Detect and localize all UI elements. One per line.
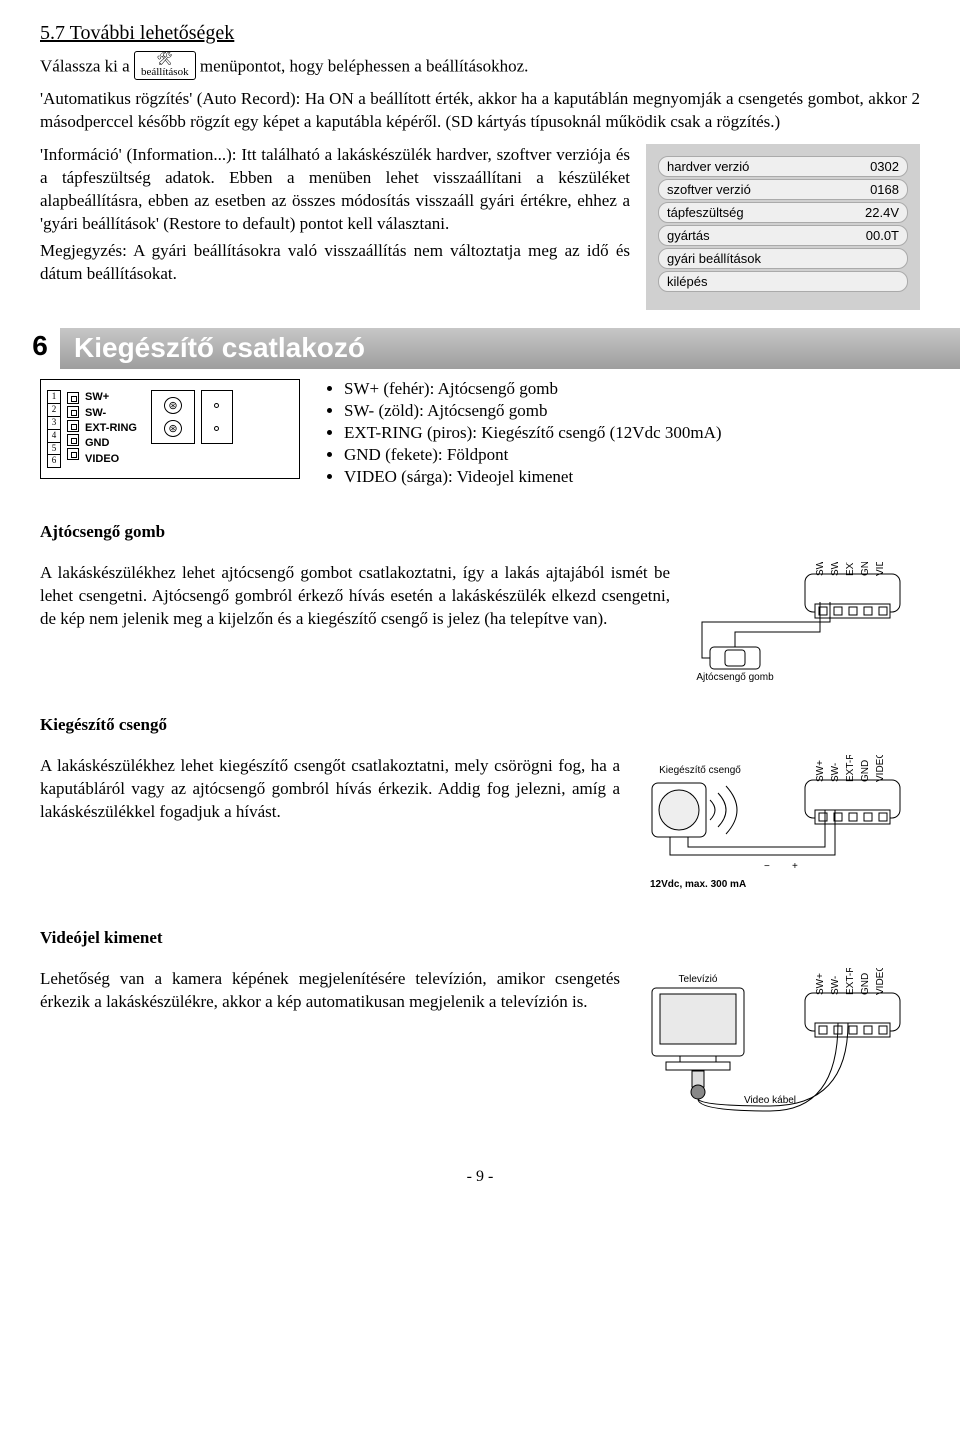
info-row: szoftver verzió 0168 [658, 179, 908, 200]
svg-text:SW+: SW+ [815, 562, 826, 576]
svg-text:SW-: SW- [830, 763, 841, 782]
info-row-label: gyártás [667, 228, 710, 243]
svg-text:GND: GND [860, 760, 871, 782]
information-text-block: 'Információ' (Information...): Itt talál… [40, 144, 630, 290]
connector-diagram: 123456 SW+SW-EXT-RINGGNDVIDEO ⊛ ⊛ [40, 379, 300, 479]
terminal-number: 2 [48, 403, 60, 416]
info-row: tápfeszültség 22.4V [658, 202, 908, 223]
terminal-number: 4 [48, 429, 60, 442]
video-text: Lehetőség van a kamera képének megjelení… [40, 968, 620, 1014]
doorbell-caption: Ajtócsengő gomb [696, 672, 774, 682]
connector-bullet: VIDEO (sárga): Videojel kimenet [344, 467, 722, 487]
page-number: - 9 - [40, 1166, 920, 1188]
information-paragraph: 'Információ' (Information...): Itt talál… [40, 144, 630, 236]
auto-record-text: 'Automatikus rögzítés' (Auto Record): Ha… [40, 88, 920, 134]
plus-label: + [792, 861, 798, 872]
signal-label: SW+ [85, 390, 137, 405]
connector-hole-icon: ⊛ [164, 397, 182, 414]
connector-bullet: GND (fekete): Földpont [344, 445, 722, 465]
settings-menu-icon-label: beállítások [141, 66, 189, 78]
info-row-single: kilépés [658, 271, 908, 292]
info-row: gyártás 00.0T [658, 225, 908, 246]
terminal-square [67, 420, 79, 432]
terminal-square [67, 448, 79, 460]
svg-text:EXT-RING: EXT-RING [845, 562, 856, 576]
doorbell-diagram: SW+ SW- EXT-RING GND VIDEO Ajtócsengő gomb [690, 562, 920, 682]
settings-menu-icon: 🛠 beállítások [134, 51, 196, 80]
information-note: Megjegyzés: A gyári beállításokra való v… [40, 240, 630, 286]
svg-text:GND: GND [860, 973, 871, 995]
terminal-number: 3 [48, 416, 60, 429]
signal-label: EXT-RING [85, 421, 137, 436]
cable-caption: Video kábel [744, 1095, 796, 1106]
svg-text:EXT-RING: EXT-RING [845, 968, 856, 995]
square-column [67, 390, 79, 462]
doorbell-title: Ajtócsengő gomb [40, 521, 920, 544]
connector-hole-icon: ⊛ [164, 420, 182, 437]
wrench-icon: 🛠 [157, 51, 174, 66]
info-row-label: szoftver verzió [667, 182, 751, 197]
info-row-value: 00.0T [866, 228, 899, 243]
svg-text:SW-: SW- [830, 976, 841, 995]
terminal-square [67, 434, 79, 446]
aux-connector-2 [201, 390, 233, 444]
svg-text:VIDEO: VIDEO [875, 755, 886, 782]
connector-bullet-list: SW+ (fehér): Ajtócsengő gombSW- (zöld): … [320, 379, 722, 489]
extbell-title: Kiegészítő csengő [40, 714, 920, 737]
section-6-title: Kiegészítő csatlakozó [60, 328, 960, 369]
section-5-7-heading: 5.7 További lehetőségek [40, 20, 920, 47]
pin-icon [214, 426, 219, 431]
svg-text:SW+: SW+ [815, 973, 826, 995]
intro-line: Válassza ki a 🛠 beállítások menüpontot, … [40, 53, 920, 82]
info-screen: hardver verzió 0302 szoftver verzió 0168 táp… [646, 144, 920, 310]
intro-post: menüpontot, hogy beléphessen a beállítás… [200, 57, 529, 76]
info-row-label: tápfeszültség [667, 205, 744, 220]
video-block: Videójel kimenet Lehetőség van a kamera … [40, 927, 920, 1118]
terminal-square [67, 392, 79, 404]
terminal-number: 5 [48, 442, 60, 455]
svg-text:VIDEO: VIDEO [875, 968, 886, 995]
signal-label: GND [85, 436, 137, 451]
extbell-block: Kiegészítő csengő A lakáskészülékhez leh… [40, 714, 920, 895]
info-row-value: 0302 [870, 159, 899, 174]
minus-label: − [764, 861, 770, 872]
section-6-number: 6 [20, 328, 60, 369]
info-row: hardver verzió 0302 [658, 156, 908, 177]
signal-label: SW- [85, 406, 137, 421]
terminal-number: 6 [48, 454, 60, 467]
video-diagram: SW+ SW- EXT-RING GND VIDEO Televízió Video k… [640, 968, 920, 1118]
signal-labels: SW+SW-EXT-RINGGNDVIDEO [85, 390, 137, 467]
extbell-caption: Kiegészítő csengő [659, 765, 741, 776]
intro-pre: Válassza ki a [40, 57, 134, 76]
info-row-value: 22.4V [865, 205, 899, 220]
section-5-7: 5.7 További lehetőségek Válassza ki a 🛠 … [40, 20, 920, 310]
doorbell-text: A lakáskészülékhez lehet ajtócsengő gomb… [40, 562, 670, 631]
info-row-label: hardver verzió [667, 159, 749, 174]
signal-label: VIDEO [85, 452, 137, 467]
doorbell-block: Ajtócsengő gomb A lakáskészülékhez lehet… [40, 521, 920, 682]
terminal-square [67, 406, 79, 418]
extbell-power: 12Vdc, max. 300 mA [650, 879, 746, 890]
connector-bullet: EXT-RING (piros): Kiegészítő csengő (12V… [344, 423, 722, 443]
aux-connector-1: ⊛ ⊛ [151, 390, 195, 444]
svg-text:SW+: SW+ [815, 760, 826, 782]
terminal-number: 1 [48, 391, 60, 403]
video-title: Videójel kimenet [40, 927, 920, 950]
connector-bullet: SW- (zöld): Ajtócsengő gomb [344, 401, 722, 421]
section-6-heading-bar: 6 Kiegészítő csatlakozó [20, 328, 960, 369]
connector-row: 123456 SW+SW-EXT-RINGGNDVIDEO ⊛ ⊛ SW+ (f… [40, 379, 920, 489]
extbell-text: A lakáskészülékhez lehet kiegészítő csen… [40, 755, 620, 824]
connector-bullet: SW+ (fehér): Ajtócsengő gomb [344, 379, 722, 399]
svg-text:VIDEO: VIDEO [875, 562, 886, 576]
svg-text:EXT-RING: EXT-RING [845, 755, 856, 782]
info-row-single: gyári beállítások [658, 248, 908, 269]
svg-text:GND: GND [860, 562, 871, 576]
svg-text:SW-: SW- [830, 562, 841, 576]
extbell-diagram: SW+ SW- EXT-RING GND VIDEO Kiegészítő csengő… [640, 755, 920, 895]
terminal-strip: 123456 [47, 390, 61, 468]
info-row-value: 0168 [870, 182, 899, 197]
tv-caption: Televízió [679, 974, 718, 985]
pin-icon [214, 403, 219, 408]
